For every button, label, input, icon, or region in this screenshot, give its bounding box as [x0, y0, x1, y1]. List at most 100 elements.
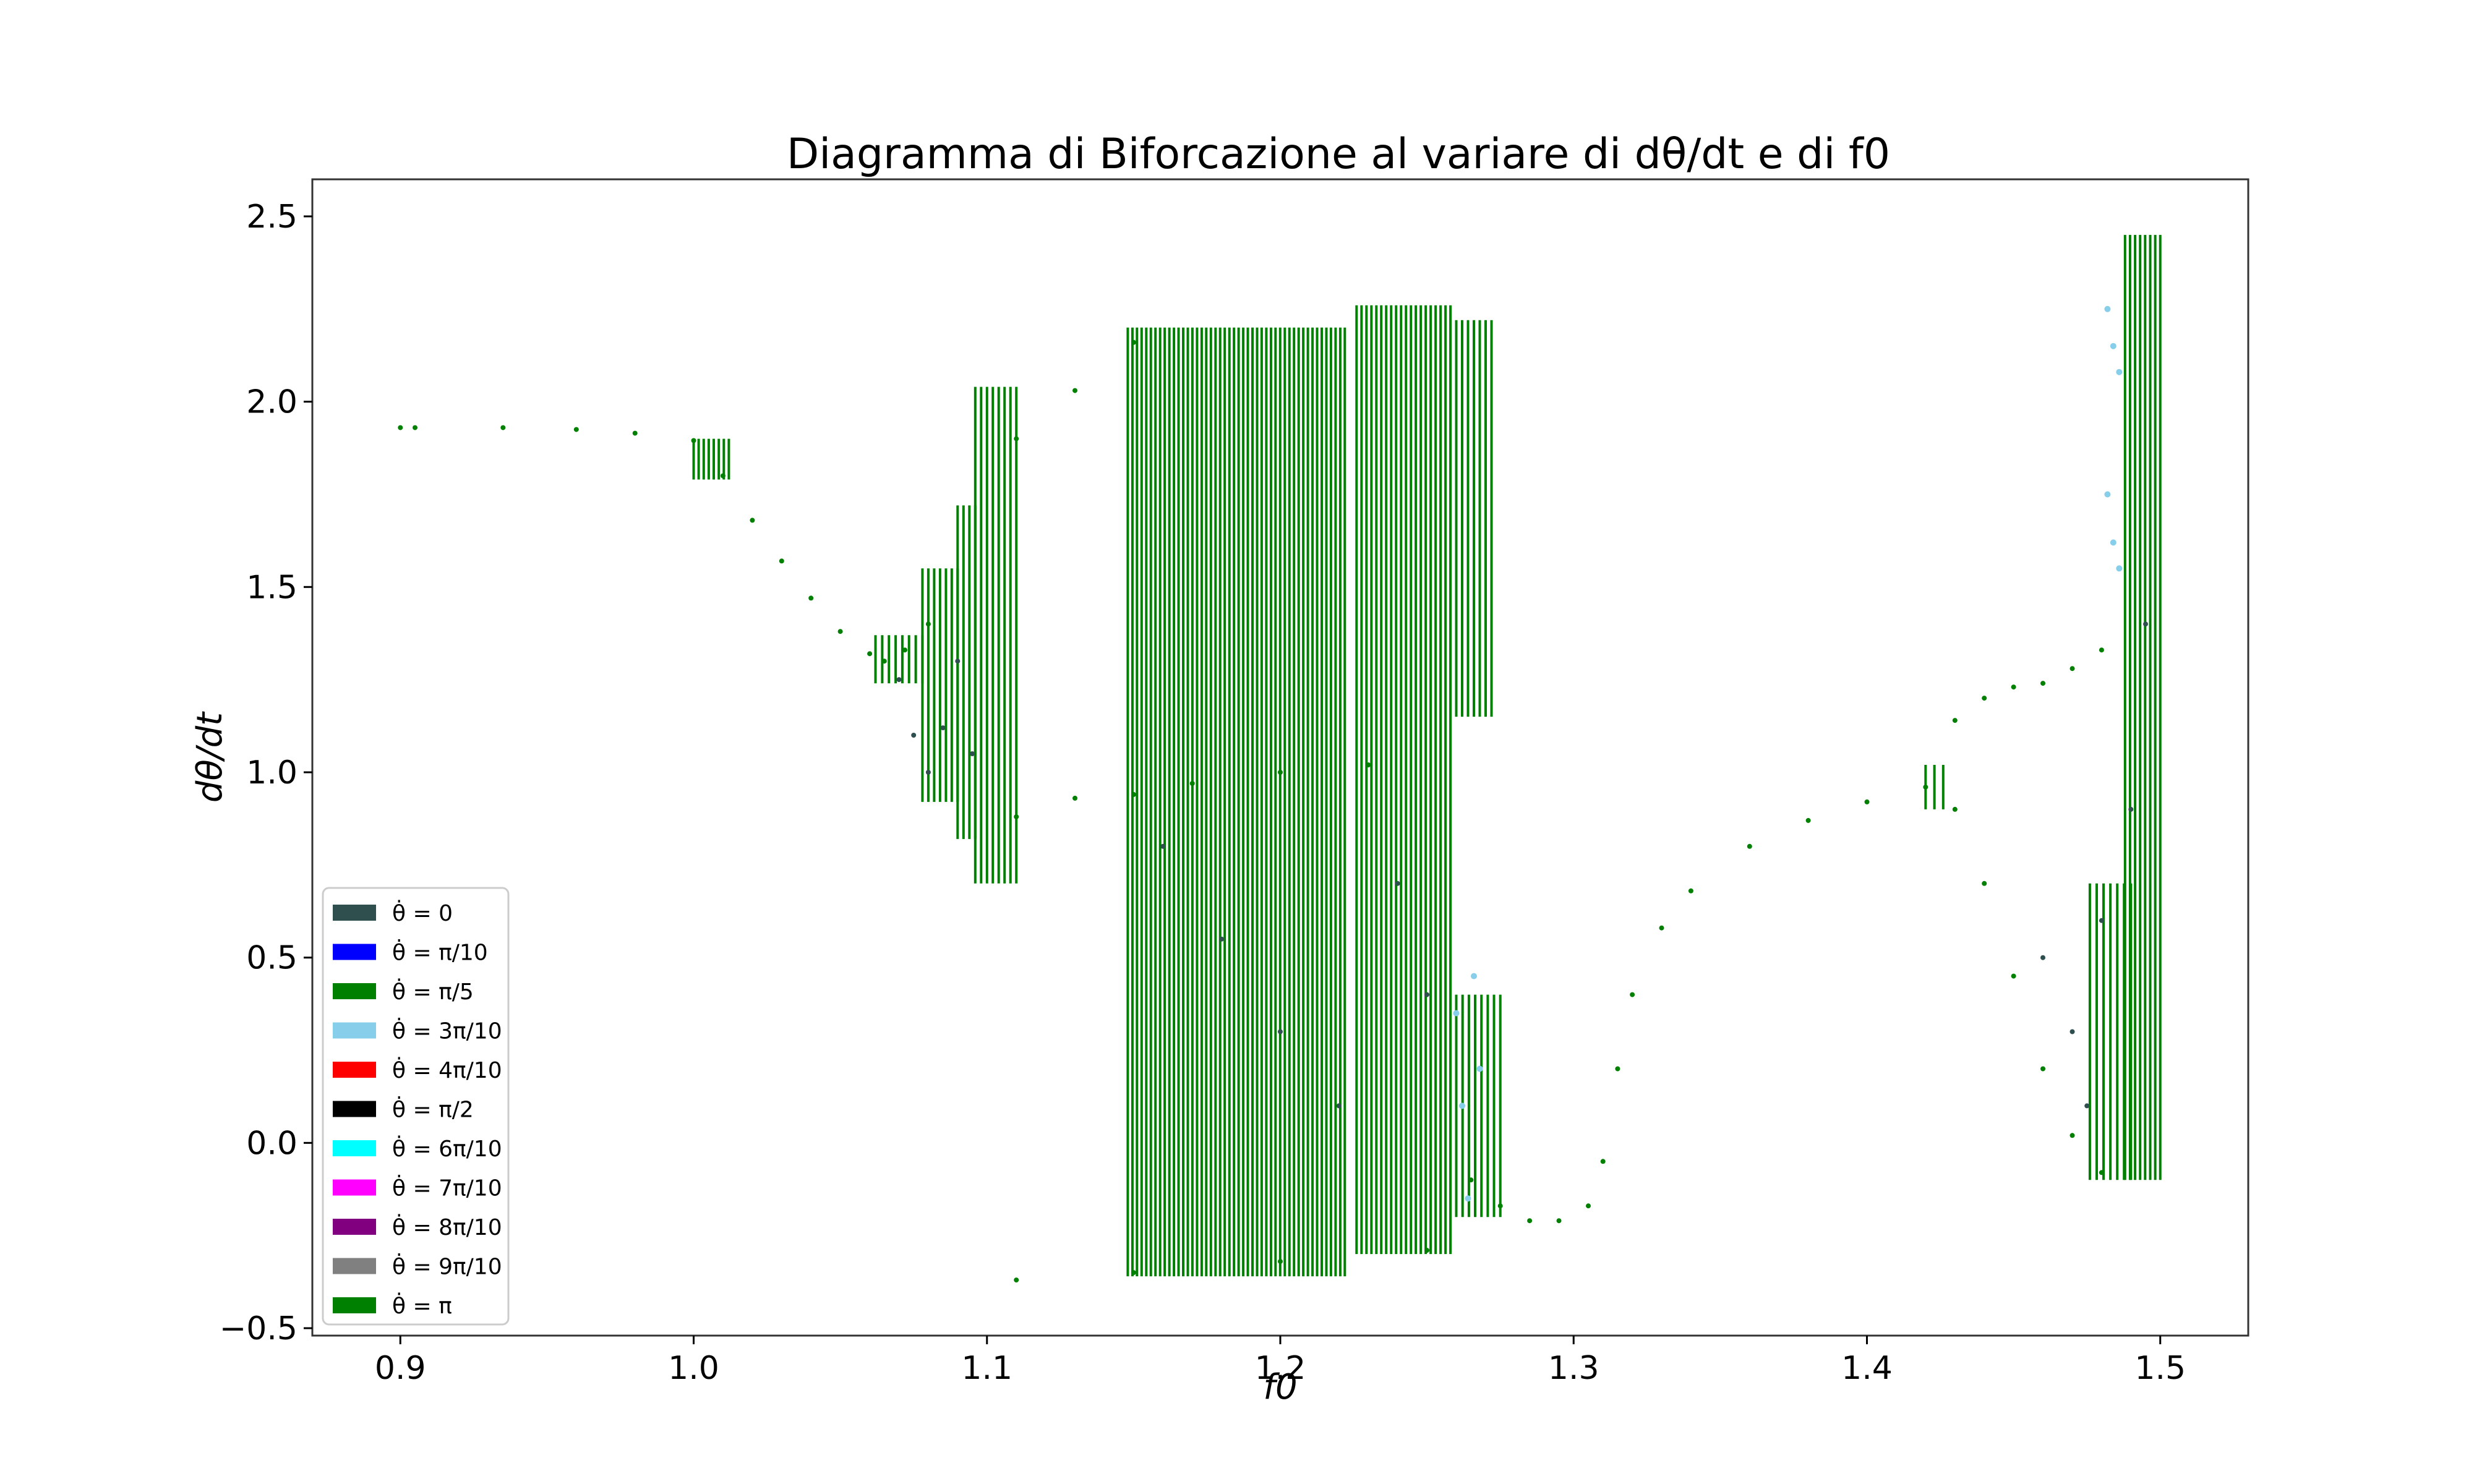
data-point — [1923, 784, 1928, 790]
legend-swatch — [333, 1258, 376, 1274]
x-tick-label: 1.3 — [1548, 1350, 1599, 1387]
data-point — [1586, 1203, 1591, 1209]
y-tick-label: 0.5 — [246, 940, 297, 977]
legend-swatch — [333, 1179, 376, 1196]
legend-swatch — [333, 1297, 376, 1313]
x-tick-label: 1.1 — [961, 1350, 1012, 1387]
legend-label: θ̇ = 7π/10 — [392, 1174, 502, 1201]
data-point — [1747, 843, 1752, 849]
data-point — [1219, 936, 1225, 942]
data-point — [1805, 817, 1811, 823]
y-tick-label: 2.0 — [246, 384, 297, 421]
data-point — [911, 733, 917, 738]
data-point — [1278, 770, 1283, 775]
data-point — [750, 518, 755, 523]
data-point — [1131, 1270, 1136, 1276]
data-point — [925, 770, 931, 775]
data-point — [2099, 647, 2104, 653]
data-point — [1395, 881, 1400, 886]
data-point — [2084, 1103, 2090, 1109]
data-point — [808, 595, 814, 601]
data-point — [720, 473, 726, 479]
data-point — [691, 438, 696, 443]
legend-label: θ̇ = 3π/10 — [392, 1017, 502, 1044]
x-tick-label: 1.0 — [668, 1350, 719, 1387]
data-point — [2104, 305, 2111, 312]
data-point — [2110, 343, 2117, 349]
data-point — [2040, 1066, 2045, 1072]
data-point — [1131, 791, 1136, 797]
data-point — [1982, 881, 1987, 886]
data-point — [2070, 1133, 2075, 1138]
data-point — [632, 430, 638, 436]
data-point — [2099, 918, 2104, 923]
x-tick-label: 1.2 — [1255, 1350, 1306, 1387]
legend-label: θ̇ = π/5 — [392, 978, 474, 1005]
data-point — [1278, 1029, 1283, 1034]
x-axis-label: f0 — [1263, 1367, 1297, 1407]
legend-swatch — [333, 1219, 376, 1235]
x-tick-label: 0.9 — [375, 1350, 426, 1387]
legend-label: θ̇ = π/2 — [392, 1096, 474, 1123]
data-point — [1497, 1203, 1503, 1209]
data-point — [398, 425, 403, 430]
data-point — [413, 425, 417, 430]
data-point — [1014, 1277, 1019, 1283]
data-point — [2104, 491, 2111, 498]
data-point — [925, 621, 931, 627]
data-point — [1465, 1195, 1471, 1202]
legend-label: θ̇ = 8π/10 — [392, 1213, 502, 1240]
data-point — [1072, 388, 1077, 393]
data-point — [1453, 1010, 1460, 1017]
data-point — [2040, 955, 2045, 960]
data-point — [940, 725, 946, 731]
data-point — [779, 558, 784, 564]
x-tick-label: 1.5 — [2134, 1350, 2186, 1387]
data-point — [1278, 1259, 1283, 1264]
data-point — [500, 425, 506, 430]
data-point — [1952, 806, 1958, 812]
legend-label: θ̇ = 9π/10 — [392, 1253, 502, 1280]
legend-swatch — [333, 983, 376, 999]
data-point — [1366, 762, 1371, 767]
data-point — [2099, 1170, 2104, 1175]
y-axis-label: dθ/dt — [190, 711, 230, 803]
data-point — [1336, 1103, 1342, 1109]
data-point — [1476, 1065, 1483, 1072]
data-point — [2070, 666, 2075, 672]
data-point — [2128, 806, 2134, 812]
legend-swatch — [333, 1022, 376, 1039]
legend-swatch — [333, 944, 376, 960]
chart-title: Diagramma di Biforcazione al variare di … — [787, 130, 1890, 179]
data-point — [1072, 795, 1077, 801]
data-point — [2116, 565, 2123, 572]
data-point — [1014, 436, 1019, 441]
data-point — [1600, 1159, 1606, 1164]
legend-label: θ̇ = π — [392, 1292, 452, 1319]
legend-swatch — [333, 905, 376, 921]
data-point — [1424, 992, 1430, 997]
data-point — [2040, 681, 2045, 686]
data-point — [2110, 539, 2117, 546]
data-point — [1424, 1248, 1430, 1253]
data-point — [896, 677, 902, 683]
legend-swatch — [333, 1140, 376, 1156]
y-tick-label: 2.5 — [246, 198, 297, 236]
data-point — [1471, 973, 1477, 979]
legend-swatch — [333, 1101, 376, 1117]
data-point — [1459, 1102, 1465, 1109]
legend-label: θ̇ = 0 — [392, 899, 453, 926]
data-point — [955, 659, 961, 664]
y-axis: −0.5 0.0 0.5 1.0 1.5 2.0 2.5 — [220, 198, 312, 1347]
data-point — [970, 751, 975, 756]
data-point — [881, 659, 887, 664]
data-point — [2143, 621, 2148, 627]
x-axis: 0.9 1.0 1.1 1.2 1.3 1.4 1.5 — [375, 1336, 2186, 1387]
data-point — [2011, 684, 2016, 690]
data-point — [1131, 339, 1136, 345]
x-tick-label: 1.4 — [1841, 1350, 1893, 1387]
y-tick-label: 1.5 — [246, 569, 297, 606]
data-point — [1468, 1177, 1474, 1183]
data-point — [1556, 1218, 1562, 1224]
